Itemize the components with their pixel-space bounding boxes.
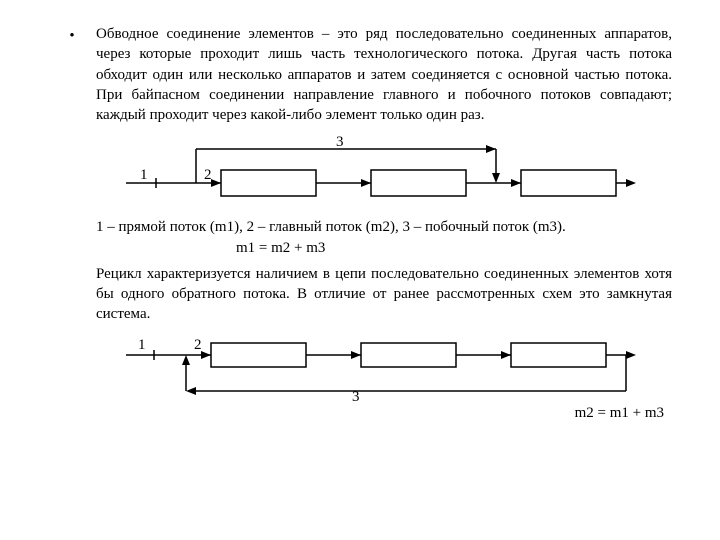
bullet-item: • Обводное соединение элементов – это ря…	[48, 24, 672, 125]
svg-text:1: 1	[138, 337, 146, 353]
svg-text:2: 2	[194, 337, 202, 353]
equation-1: m1 = m2 + m3	[96, 238, 672, 258]
recycle-diagram-svg: 1 2 3	[96, 331, 636, 401]
diagram-bypass: 1 2 3	[96, 131, 672, 209]
svg-text:3: 3	[336, 134, 344, 150]
bullet-glyph: •	[48, 24, 96, 125]
page: • Обводное соединение элементов – это ря…	[0, 0, 720, 423]
paragraph-1: Обводное соединение элементов – это ряд …	[96, 24, 672, 125]
paragraph-2: Рецикл характеризуется наличием в цепи п…	[96, 264, 672, 325]
equation-2: m2 = m1 + m3	[48, 403, 672, 423]
diagram-recycle: 1 2 3	[96, 331, 672, 401]
legend-line: 1 – прямой поток (m1), 2 – главный поток…	[96, 217, 672, 237]
svg-text:3: 3	[352, 389, 360, 401]
svg-text:2: 2	[204, 167, 212, 183]
bypass-diagram-svg: 1 2 3	[96, 131, 636, 209]
svg-text:1: 1	[140, 167, 148, 183]
